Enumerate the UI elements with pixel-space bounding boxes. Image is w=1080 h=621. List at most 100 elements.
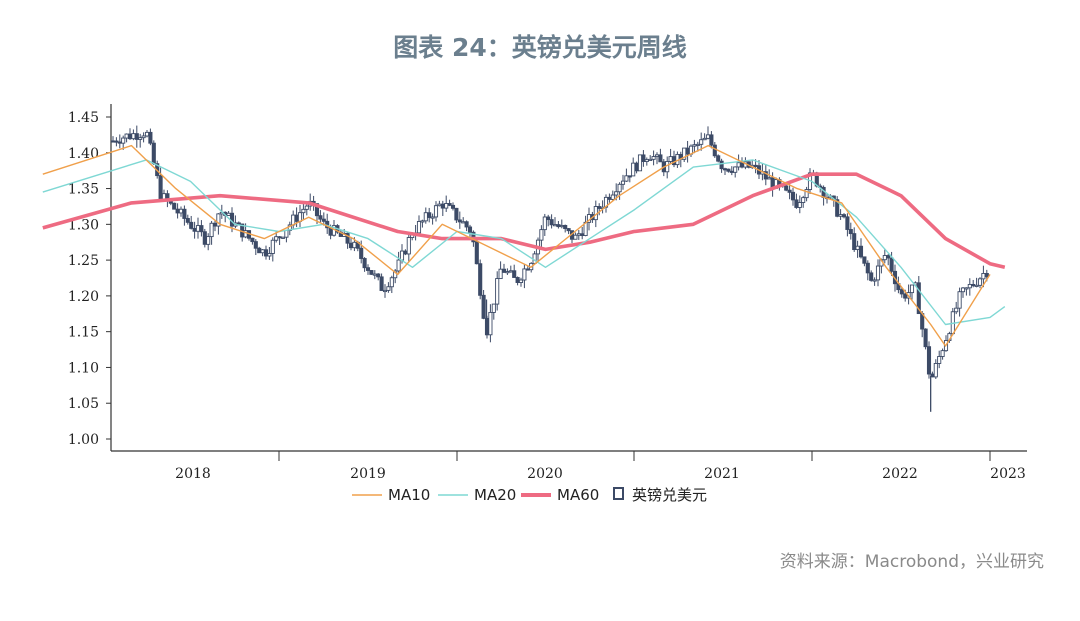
candle-body bbox=[110, 140, 116, 143]
candle-body bbox=[474, 241, 479, 265]
candle-body bbox=[872, 279, 877, 282]
candle-body bbox=[916, 282, 921, 315]
candle-body bbox=[784, 185, 789, 191]
candle-body bbox=[644, 159, 649, 163]
candle-body bbox=[974, 284, 979, 287]
candle-body bbox=[705, 134, 711, 139]
y-tick-label: 1.35 bbox=[68, 182, 99, 198]
moving-averages bbox=[42, 144, 1006, 347]
y-tick-label: 1.00 bbox=[68, 432, 99, 448]
candle-body bbox=[253, 241, 258, 249]
y-tick-label: 1.25 bbox=[68, 253, 99, 269]
candle-body bbox=[525, 268, 530, 271]
candle-body bbox=[420, 220, 425, 223]
candle-body bbox=[199, 225, 204, 233]
candle-body bbox=[369, 270, 374, 275]
candle-body bbox=[501, 268, 507, 273]
candle-body bbox=[158, 175, 163, 200]
candle-body bbox=[345, 232, 350, 244]
legend-swatch bbox=[613, 487, 624, 500]
candle-body bbox=[546, 216, 551, 221]
candle-body bbox=[699, 139, 704, 145]
candle-body bbox=[597, 206, 602, 209]
candle-body bbox=[984, 273, 989, 278]
candle-body bbox=[226, 212, 231, 216]
candle-body bbox=[580, 233, 585, 237]
candle-body bbox=[301, 208, 306, 214]
candle-body bbox=[236, 222, 241, 225]
candle-body bbox=[641, 154, 646, 163]
candle-body bbox=[406, 237, 411, 255]
candle-body bbox=[121, 137, 126, 144]
candle-body bbox=[981, 273, 986, 280]
candle-body bbox=[889, 257, 894, 272]
candle-body bbox=[790, 191, 796, 201]
candle-body bbox=[855, 245, 860, 251]
candle-body bbox=[515, 277, 520, 283]
candle-body bbox=[654, 154, 660, 158]
candle-body bbox=[304, 205, 309, 210]
candle-body bbox=[134, 133, 139, 140]
candle-body bbox=[178, 208, 184, 214]
candle-body bbox=[709, 134, 714, 146]
y-tick-label: 1.20 bbox=[68, 289, 99, 305]
series-ma10 bbox=[42, 144, 991, 347]
candle-body bbox=[954, 307, 959, 313]
candle-body bbox=[767, 177, 772, 180]
candle-body bbox=[352, 241, 357, 249]
legend-label: MA60 bbox=[557, 486, 599, 504]
candle-body bbox=[658, 154, 663, 163]
candle-body bbox=[964, 287, 969, 290]
candle-body bbox=[505, 271, 510, 274]
candle-body bbox=[576, 233, 581, 236]
candle-body bbox=[386, 286, 391, 291]
candle-body bbox=[144, 131, 150, 137]
candle-body bbox=[138, 137, 143, 140]
candle-body bbox=[610, 194, 615, 200]
candle-body bbox=[195, 225, 201, 232]
candle-body bbox=[148, 131, 153, 144]
candle-body bbox=[379, 276, 384, 291]
candle-body bbox=[348, 242, 354, 249]
candle-body bbox=[270, 239, 275, 254]
candle-body bbox=[937, 356, 942, 364]
candle-body bbox=[722, 168, 728, 171]
legend-label: MA10 bbox=[388, 486, 430, 504]
candle-body bbox=[617, 183, 622, 193]
y-tick-label: 1.15 bbox=[68, 325, 99, 341]
candle-body bbox=[450, 204, 456, 209]
candle-body bbox=[423, 212, 428, 222]
x-tick-label: 2022 bbox=[882, 466, 918, 482]
source-note: 资料来源：Macrobond，兴业研究 bbox=[779, 552, 1044, 572]
candle-body bbox=[862, 256, 867, 264]
candle-body bbox=[903, 293, 908, 299]
candle-body bbox=[841, 214, 847, 218]
candle-body bbox=[294, 214, 299, 222]
candle-body bbox=[692, 144, 697, 147]
candle-body bbox=[624, 175, 629, 182]
candle-body bbox=[267, 253, 272, 257]
candle-body bbox=[648, 158, 653, 161]
candle-body bbox=[280, 236, 286, 239]
candle-body bbox=[498, 268, 503, 280]
candle-body bbox=[957, 291, 962, 309]
candle-body bbox=[427, 212, 432, 218]
y-tick-label: 1.40 bbox=[68, 146, 99, 162]
candle-body bbox=[464, 221, 469, 228]
candle-body bbox=[212, 222, 218, 227]
candle-body bbox=[882, 255, 887, 261]
candle-body bbox=[467, 226, 473, 233]
candle-body bbox=[376, 273, 381, 278]
candle-body bbox=[634, 162, 639, 172]
candle-body bbox=[875, 265, 881, 281]
candle-body bbox=[886, 255, 891, 259]
candle-body bbox=[444, 203, 449, 209]
candle-body bbox=[260, 249, 265, 254]
candle-body bbox=[457, 219, 462, 223]
candle-body bbox=[250, 237, 255, 243]
candle-body bbox=[753, 164, 758, 167]
candle-body bbox=[518, 279, 524, 283]
candle-body bbox=[447, 203, 452, 206]
candle-body bbox=[257, 247, 262, 254]
candle-body bbox=[865, 262, 870, 274]
